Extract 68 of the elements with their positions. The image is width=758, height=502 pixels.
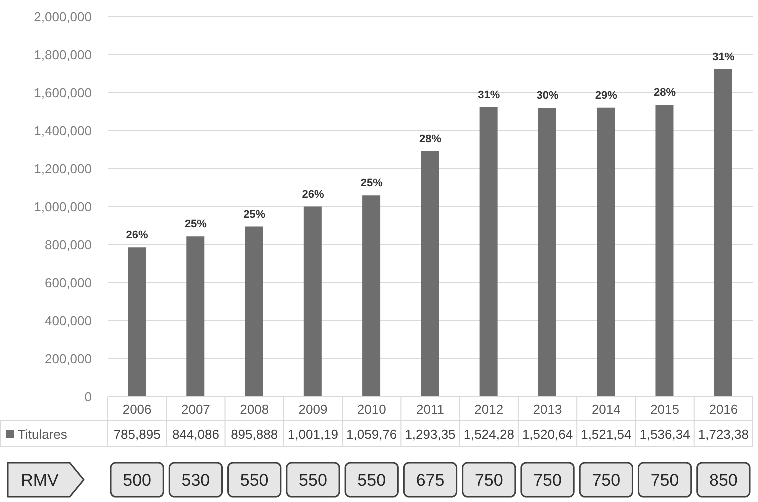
annotation: 25% bbox=[360, 178, 384, 190]
text: 850 bbox=[709, 471, 738, 490]
x-tick-label: 2008 bbox=[240, 402, 270, 418]
y-tick-label: 400,000 bbox=[45, 314, 92, 329]
data-label: 1,293,35 bbox=[405, 427, 456, 442]
x-tick-label: 2015 bbox=[650, 402, 680, 418]
data-label: 1,001,19 bbox=[288, 427, 339, 442]
data-label: 895,888 bbox=[231, 427, 278, 442]
text: 750 bbox=[650, 471, 680, 490]
text: 750 bbox=[474, 471, 504, 490]
y-tick-label: 1,000,000 bbox=[34, 200, 92, 215]
text: 530 bbox=[182, 471, 210, 490]
bar bbox=[597, 108, 616, 397]
text: 550 bbox=[240, 471, 269, 490]
x-tick-label: 2013 bbox=[533, 402, 562, 418]
y-tick-label: 0 bbox=[84, 390, 92, 405]
annotation: 30% bbox=[536, 90, 559, 102]
y-tick-label: 600,000 bbox=[45, 276, 92, 291]
annotation: 28% bbox=[419, 133, 442, 146]
bar bbox=[421, 151, 440, 397]
legend-label: Titulares bbox=[18, 427, 68, 442]
bar bbox=[656, 105, 674, 397]
x-tick-label: 2010 bbox=[357, 402, 386, 418]
bar bbox=[714, 70, 732, 397]
bar bbox=[186, 236, 205, 397]
annotation: 26% bbox=[302, 188, 324, 201]
x-tick-label: 2009 bbox=[298, 402, 328, 418]
data-label: 1,520,64 bbox=[522, 427, 574, 442]
annotation: 25% bbox=[184, 218, 208, 231]
y-tick-label: 2,000,000 bbox=[34, 10, 92, 25]
y-tick-label: 800,000 bbox=[45, 238, 92, 253]
annotation: 25% bbox=[244, 208, 266, 221]
y-tick-label: 200,000 bbox=[45, 352, 92, 367]
bar bbox=[304, 206, 322, 397]
y-tick-label: 1,800,000 bbox=[34, 48, 92, 63]
x-tick-label: 2016 bbox=[709, 402, 738, 418]
y-tick-label: 1,200,000 bbox=[34, 162, 92, 177]
text: 550 bbox=[358, 471, 386, 490]
data-label: 1,524,28 bbox=[464, 427, 514, 442]
data-label: 1,723,38 bbox=[698, 427, 749, 442]
data-label: 844,086 bbox=[172, 427, 220, 442]
text: 500 bbox=[123, 471, 152, 490]
annotation: 31% bbox=[712, 52, 735, 64]
bar bbox=[480, 107, 498, 397]
x-tick-label: 2011 bbox=[416, 402, 444, 418]
bar bbox=[128, 248, 146, 397]
annotation: 29% bbox=[595, 90, 618, 102]
data-label: 1,059,76 bbox=[346, 427, 398, 442]
data-label: 1,536,34 bbox=[640, 427, 690, 442]
annotation: 26% bbox=[126, 230, 149, 242]
annotation: 28% bbox=[654, 87, 676, 100]
y-tick-label: 1,400,000 bbox=[34, 124, 92, 139]
data-label: 1,521,54 bbox=[581, 427, 632, 442]
x-tick-label: 2012 bbox=[474, 402, 504, 418]
data-label: 785,895 bbox=[114, 427, 161, 442]
x-tick-label: 2006 bbox=[122, 402, 152, 418]
text: 675 bbox=[416, 471, 445, 490]
x-tick-label: 2014 bbox=[592, 402, 621, 418]
text: RMV bbox=[21, 471, 60, 490]
x-tick-label: 2007 bbox=[181, 402, 210, 418]
bar bbox=[538, 108, 556, 397]
bar bbox=[245, 226, 264, 397]
text: 550 bbox=[299, 471, 328, 490]
annotation: 31% bbox=[478, 89, 500, 102]
text: 750 bbox=[592, 471, 621, 490]
bar bbox=[362, 196, 381, 397]
text: 750 bbox=[534, 471, 562, 490]
y-tick-label: 1,600,000 bbox=[34, 86, 92, 101]
